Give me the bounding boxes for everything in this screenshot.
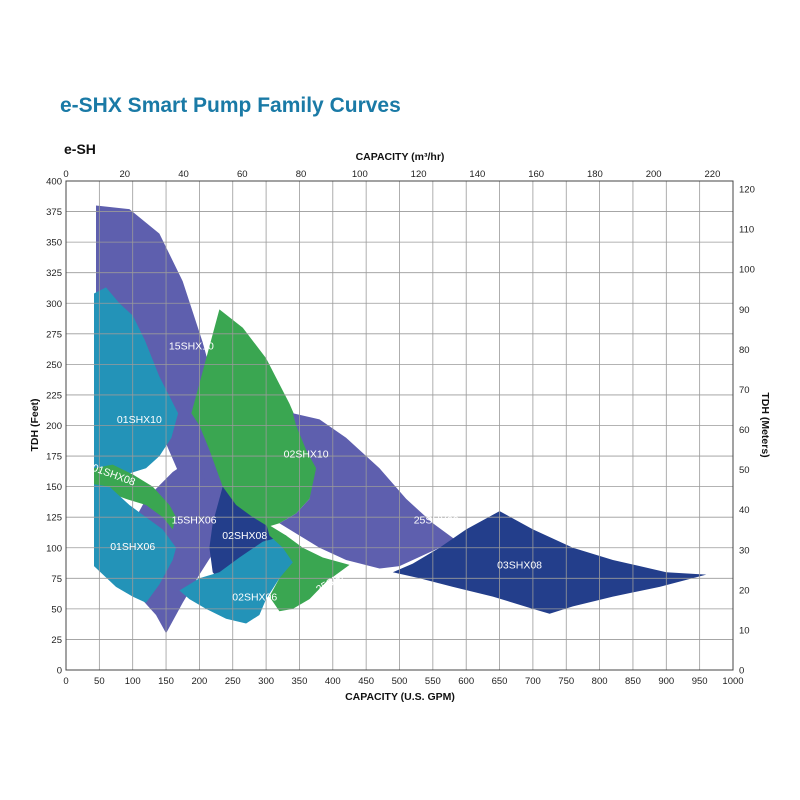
y-tick-label: 50 [51,604,62,615]
label-25shx08: 25SHX08 [414,514,459,526]
label-03shx08: 03SHX08 [497,560,542,572]
x-tick-label: 250 [225,676,241,687]
label-15shx10: 15SHX10 [169,341,214,353]
x-axis-label: CAPACITY (U.S. GPM) [345,691,455,703]
chart-subtitle: e-SH [64,141,96,157]
label-15shx06: 15SHX06 [172,514,217,526]
region-15shx10 [96,205,240,534]
x2-tick-label: 180 [587,169,603,180]
y-axis-label: TDH (Feet) [29,398,41,451]
x2-tick-label: 80 [296,169,307,180]
y2-tick-label: 30 [739,545,750,556]
chart-title: e-SHX Smart Pump Family Curves [60,94,401,117]
x2-tick-label: 120 [411,169,427,180]
x-tick-label: 0 [63,676,68,687]
y-tick-label: 325 [46,268,62,279]
y-tick-label: 375 [46,207,62,218]
x2-tick-label: 0 [63,169,68,180]
region-01shx10 [94,287,179,479]
y-tick-label: 250 [46,360,62,371]
region-01shx08 [94,464,177,530]
label-01shx06: 01SHX06 [110,541,155,553]
y2-tick-label: 90 [739,305,750,316]
y-tick-label: 25 [51,635,62,646]
y-tick-label: 0 [57,666,62,677]
x2-tick-label: 200 [646,169,662,180]
y-tick-label: 175 [46,452,62,463]
x-tick-label: 800 [592,676,608,687]
y2-tick-label: 60 [739,425,750,436]
label-02shx08: 02SHX08 [222,530,267,542]
region-25shx06 [266,523,350,612]
x-tick-label: 50 [94,676,105,687]
x-tick-label: 600 [458,676,474,687]
x-tick-label: 1000 [722,676,743,687]
y2-tick-label: 70 [739,385,750,396]
y-tick-label: 400 [46,177,62,188]
y-tick-label: 200 [46,421,62,432]
x2-tick-label: 160 [528,169,544,180]
y2-tick-label: 80 [739,345,750,356]
x-tick-label: 150 [158,676,174,687]
x-tick-label: 200 [191,676,207,687]
y2-tick-label: 20 [739,585,750,596]
y2-tick-label: 0 [739,666,744,677]
y-tick-label: 125 [46,513,62,524]
ticks: 0 50 100 150 200 250 300 350 400 450 500 550 600 650 7… [46,169,755,687]
x-tick-label: 500 [392,676,408,687]
x-tick-label: 300 [258,676,274,687]
x2-tick-label: 100 [352,169,368,180]
y-tick-label: 225 [46,390,62,401]
y2-tick-label: 10 [739,625,750,636]
x2-tick-label: 40 [178,169,189,180]
y-tick-label: 100 [46,543,62,554]
y2-tick-label: 120 [739,185,755,196]
y2-tick-label: 110 [739,225,754,236]
x-tick-label: 700 [525,676,541,687]
x2-tick-label: 60 [237,169,248,180]
x-tick-label: 750 [558,676,574,687]
region-02shx06 [179,535,303,624]
region-25shx08 [279,413,503,569]
x-tick-label: 450 [358,676,374,687]
x-tick-label: 350 [292,676,308,687]
y2-tick-label: 40 [739,505,750,516]
y-tick-label: 150 [46,482,62,493]
x-tick-label: 850 [625,676,641,687]
label-02shx10: 02SHX10 [284,448,329,460]
x-tick-label: 550 [425,676,441,687]
label-01shx10: 01SHX10 [117,414,162,426]
x2-tick-label: 220 [705,169,721,180]
plot-areas [94,205,707,634]
y-tick-label: 275 [46,329,62,340]
y-tick-label: 350 [46,238,62,249]
x-tick-label: 900 [658,676,674,687]
x-tick-label: 950 [692,676,708,687]
region-03shx08 [392,511,707,614]
y-tick-label: 300 [46,299,62,310]
y2-axis-label: TDH (Meters) [759,392,771,457]
plot-frame [65,180,734,671]
region-01shx06 [94,484,177,603]
y2-tick-label: 100 [739,265,755,276]
x-tick-label: 400 [325,676,341,687]
label-02shx06: 02SHX06 [232,591,277,603]
y2-tick-label: 50 [739,465,750,476]
x2-tick-label: 140 [469,169,485,180]
x-tick-label: 650 [492,676,508,687]
region-02shx08 [209,486,287,585]
x2-tick-label: 20 [119,169,130,180]
x2-axis-label: CAPACITY (m³/hr) [356,151,445,163]
grid [65,180,734,671]
x-tick-label: 100 [125,676,141,687]
y-tick-label: 75 [51,574,62,585]
